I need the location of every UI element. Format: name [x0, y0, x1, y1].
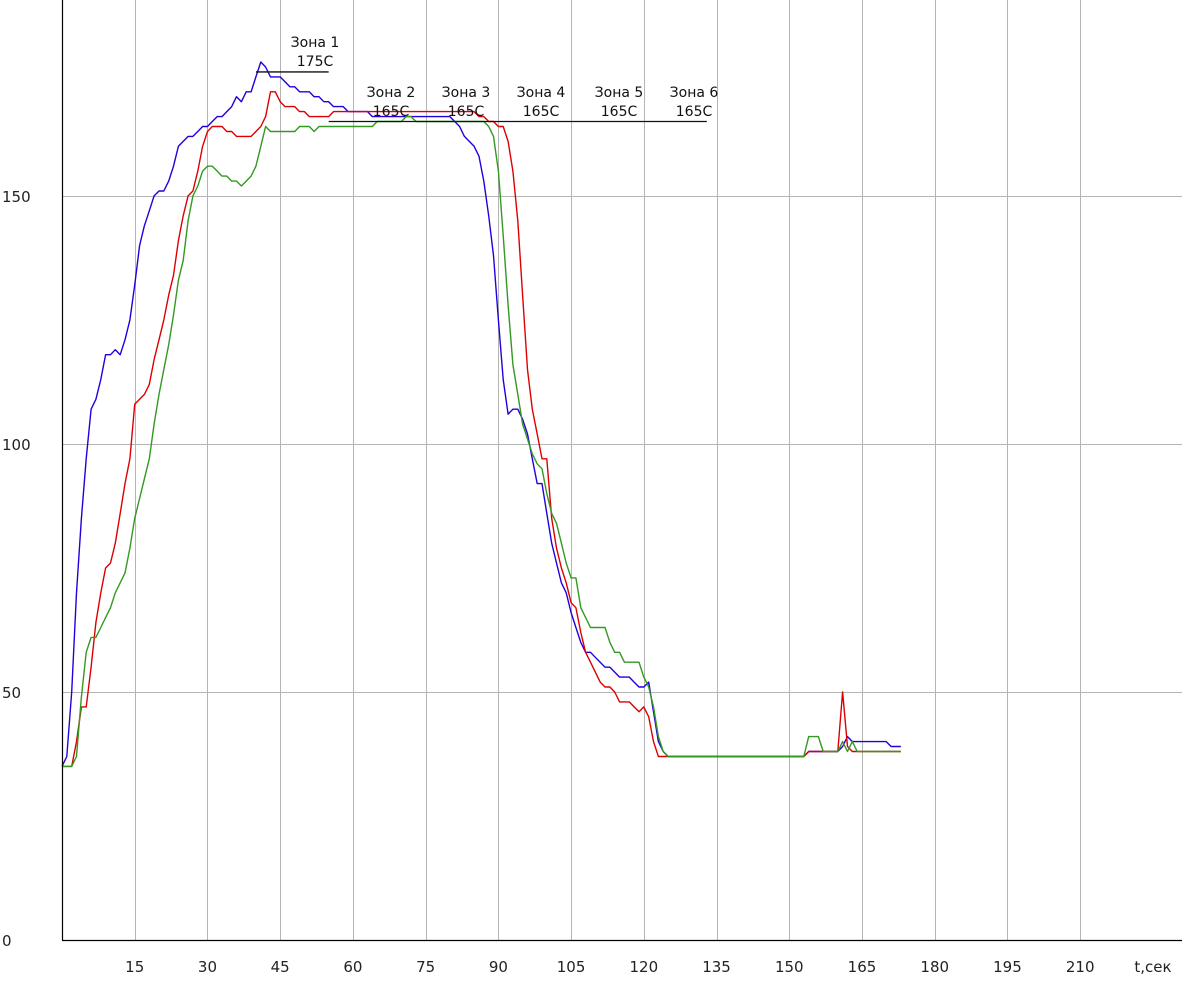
grid-layer [62, 0, 1182, 940]
zone-1-setpoint: 175С [297, 54, 334, 70]
x-tick-label: 90 [489, 958, 508, 976]
zone-5-name: Зона 5 [595, 85, 644, 101]
series-line-2 [62, 91, 901, 768]
axis-layer [61, 0, 1182, 942]
x-axis-label: t,сек [1134, 958, 1171, 976]
zone-2-setpoint: 165С [373, 104, 410, 120]
x-tick-label: 150 [775, 958, 804, 976]
zone-3-setpoint: 165С [448, 104, 485, 120]
x-tick-label: 180 [920, 958, 949, 976]
y-tick-label: 0 [2, 932, 12, 950]
x-tick-label: 45 [271, 958, 290, 976]
zone-4-setpoint: 165С [523, 104, 560, 120]
x-tick-label: 105 [557, 958, 586, 976]
y-tick-label: 50 [2, 684, 21, 702]
x-tick-label: 195 [993, 958, 1022, 976]
x-tick-label: 210 [1066, 958, 1095, 976]
series-layer [61, 61, 901, 768]
zone-2-name: Зона 2 [367, 85, 416, 101]
y-tick-label: 150 [2, 188, 31, 206]
y-tick-label: 100 [2, 436, 31, 454]
x-tick-label: 135 [702, 958, 731, 976]
zone-1-name: Зона 1 [291, 35, 340, 51]
zone-4-name: Зона 4 [517, 85, 566, 101]
zone-6-setpoint: 165С [676, 104, 713, 120]
series-line-1 [61, 61, 901, 767]
series-line-3 [62, 115, 901, 768]
x-tick-label: 15 [125, 958, 144, 976]
zone-annotation-layer: Зона 1 175С Зона 2 165С Зона 3 165С Зона 4 165С… [255, 35, 719, 123]
x-tick-label: 165 [848, 958, 877, 976]
x-tick-label: 120 [629, 958, 658, 976]
tick-label-layer: 15 30 45 60 75 90 105 120 135 150 165 180 195 210 t,се… [2, 188, 1172, 976]
x-tick-label: 30 [198, 958, 217, 976]
zone-6-name: Зона 6 [670, 85, 719, 101]
x-tick-label: 60 [343, 958, 362, 976]
zone-3-name: Зона 3 [442, 85, 491, 101]
zone-5-setpoint: 165С [601, 104, 638, 120]
x-tick-label: 75 [416, 958, 435, 976]
